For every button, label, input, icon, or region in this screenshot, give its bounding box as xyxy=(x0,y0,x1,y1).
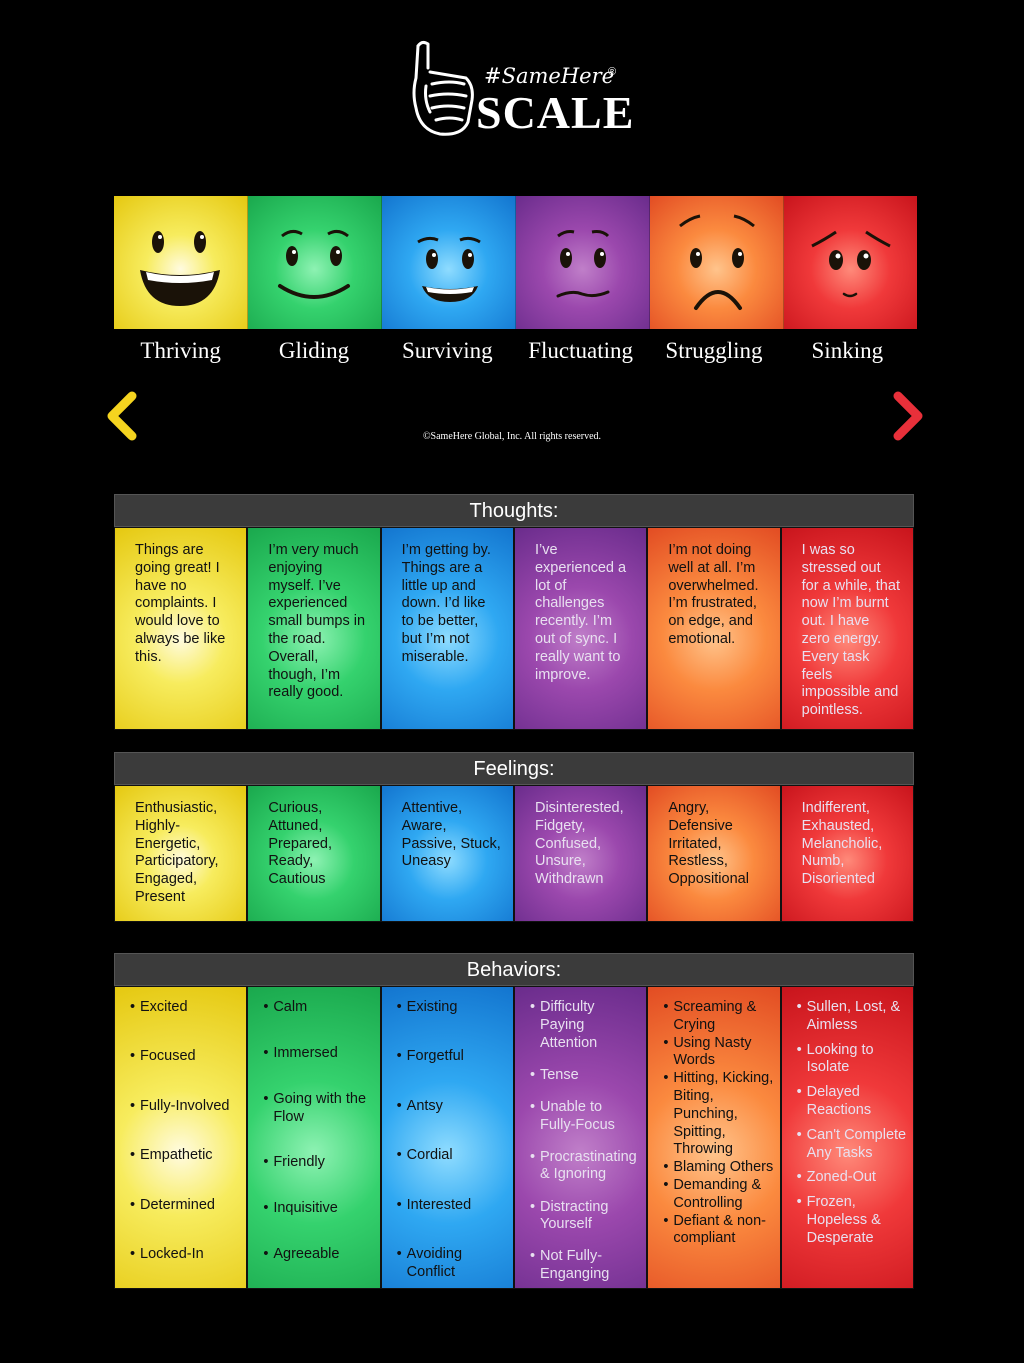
fluctuating-face xyxy=(516,196,650,329)
behaviors-cell-struggling: Screaming & Crying Using Nasty Words Hit… xyxy=(647,986,781,1289)
behaviors-cell-thriving: Excited Focused Fully-Involved Empatheti… xyxy=(114,986,248,1289)
behavior-item: Excited xyxy=(130,999,240,1017)
behavior-item: Immersed xyxy=(263,1045,373,1063)
behaviors-cell-fluctuating: Difficulty Paying Attention Tense Unable… xyxy=(513,986,648,1289)
level-label-sinking: Sinking xyxy=(811,338,884,363)
behavior-item: Existing xyxy=(397,999,507,1017)
behavior-item: Hitting, Kicking, Biting, Punching, Spit… xyxy=(663,1070,773,1159)
behavior-item: Empathetic xyxy=(130,1147,240,1165)
behavior-item: Difficulty Paying Attention xyxy=(530,999,640,1052)
thoughts-text: I’ve experienced a lot of challenges rec… xyxy=(534,542,627,683)
struggling-face xyxy=(650,196,784,329)
thriving-face xyxy=(114,196,248,329)
behavior-item: Avoiding Conflict xyxy=(397,1246,507,1282)
thoughts-cell-gliding: I’m very much enjoying myself. I’ve expe… xyxy=(247,527,381,730)
thoughts-text: I’m very much enjoying myself. I’ve expe… xyxy=(268,542,366,701)
behavior-item: Unable to Fully-Focus xyxy=(530,1099,640,1135)
grin-face-icon xyxy=(417,236,481,302)
thoughts-cell-sinking: I was so stressed out for a while, that … xyxy=(780,527,914,730)
feelings-cell-fluctuating: Disinterested, Fidgety, Confused, Unsure… xyxy=(513,785,648,922)
sad-face-icon xyxy=(811,230,891,298)
feelings-text: Angry, Defensive Irritated, Restless, Op… xyxy=(668,800,749,888)
feelings-cell-gliding: Curious, Attuned, Prepared, Ready, Cauti… xyxy=(247,785,381,922)
behavior-item: Focused xyxy=(130,1048,240,1066)
feelings-text: Attentive, Aware, Passive, Stuck, Uneasy xyxy=(401,800,501,870)
level-label-thriving: Thriving xyxy=(140,338,221,363)
behavior-item: Using Nasty Words xyxy=(663,1035,773,1071)
behavior-item: Looking to Isolate xyxy=(797,1042,907,1078)
behavior-item: Blaming Others xyxy=(663,1159,773,1177)
behavior-item: Distracting Yourself xyxy=(530,1199,640,1235)
behaviors-cell-sinking: Sullen, Lost, & Aimless Looking to Isola… xyxy=(780,986,914,1289)
behavior-item: Locked-In xyxy=(130,1246,240,1264)
thoughts-text: I’m getting by. Things are a little up a… xyxy=(401,542,491,665)
feelings-text: Indifferent, Exhausted, Melancholic, Num… xyxy=(801,800,883,888)
sinking-face xyxy=(784,196,917,329)
behavior-item: Delayed Reactions xyxy=(797,1084,907,1120)
level-label-surviving: Surviving xyxy=(401,338,493,363)
uneasy-face-icon xyxy=(556,230,610,298)
emotion-faces-row xyxy=(114,196,917,329)
thoughts-section: Thoughts: Things are going great! I have… xyxy=(114,494,914,730)
thumbs-up-hand-icon xyxy=(412,40,474,136)
surviving-face xyxy=(382,196,516,329)
feelings-cell-sinking: Indifferent, Exhausted, Melancholic, Num… xyxy=(780,785,914,922)
feelings-text: Disinterested, Fidgety, Confused, Unsure… xyxy=(534,800,624,888)
thoughts-cell-thriving: Things are going great! I have no compla… xyxy=(114,527,248,730)
behavior-item: Not Fully-Enganging xyxy=(530,1248,640,1284)
frown-face-icon xyxy=(679,214,755,310)
behavior-item: Inquisitive xyxy=(263,1200,373,1218)
level-labels-row: Thriving Gliding Surviving Fluctuating S… xyxy=(114,338,914,364)
behavior-item: Can't Complete Any Tasks xyxy=(797,1127,907,1163)
behavior-item: Defiant & non-compliant xyxy=(663,1213,773,1249)
thoughts-text: Things are going great! I have no compla… xyxy=(135,542,226,665)
behavior-item: Interested xyxy=(397,1197,507,1215)
feelings-cell-surviving: Attentive, Aware, Passive, Stuck, Uneasy xyxy=(380,785,514,922)
level-label-gliding: Gliding xyxy=(278,338,350,363)
samehere-scale-logo: #SameHere ® SCALE xyxy=(406,38,633,140)
thoughts-header: Thoughts: xyxy=(114,494,914,527)
gliding-face xyxy=(248,196,382,329)
thoughts-cell-fluctuating: I’ve experienced a lot of challenges rec… xyxy=(513,527,648,730)
thoughts-text: I was so stressed out for a while, that … xyxy=(801,542,900,719)
behaviors-section: Behaviors: Excited Focused Fully-Involve… xyxy=(114,953,914,1289)
behavior-item: Sullen, Lost, & Aimless xyxy=(797,999,907,1035)
behavior-item: Tense xyxy=(530,1067,640,1085)
behavior-item: Frozen, Hopeless & Desperate xyxy=(797,1194,907,1247)
thoughts-cell-surviving: I’m getting by. Things are a little up a… xyxy=(380,527,514,730)
double-arrow-icon xyxy=(107,391,923,441)
behavior-item: Screaming & Crying xyxy=(663,999,773,1035)
registered-mark: ® xyxy=(608,66,617,78)
feelings-text: Curious, Attuned, Prepared, Ready, Cauti… xyxy=(268,800,333,888)
behavior-item: Forgetful xyxy=(397,1048,507,1066)
thoughts-cell-struggling: I’m not doing well at all. I’m overwhelm… xyxy=(647,527,781,730)
behavior-item: Cordial xyxy=(397,1147,507,1165)
feelings-section: Feelings: Enthusiastic, Highly-Energetic… xyxy=(114,752,914,922)
logo-scale-word: SCALE xyxy=(476,87,635,138)
behavior-item: Zoned-Out xyxy=(797,1169,907,1187)
behavior-item: Friendly xyxy=(263,1154,373,1172)
thoughts-text: I’m not doing well at all. I’m overwhelm… xyxy=(668,542,759,647)
behavior-item: Fully-Involved xyxy=(130,1098,240,1116)
behavior-item: Antsy xyxy=(397,1098,507,1116)
behavior-item: Procrastinating & Ignoring xyxy=(530,1149,640,1185)
feelings-header: Feelings: xyxy=(114,752,914,785)
level-label-struggling: Struggling xyxy=(665,338,763,363)
feelings-cell-struggling: Angry, Defensive Irritated, Restless, Op… xyxy=(647,785,781,922)
copyright-notice: ©SameHere Global, Inc. All rights reserv… xyxy=(422,431,602,442)
level-label-fluctuating: Fluctuating xyxy=(528,338,634,363)
behavior-item: Determined xyxy=(130,1197,240,1215)
big-smile-face-icon xyxy=(140,231,220,306)
logo-hashtag: #SameHere xyxy=(484,64,615,88)
behaviors-header: Behaviors: xyxy=(114,953,914,986)
feelings-cell-thriving: Enthusiastic, Highly-Energetic, Particip… xyxy=(114,785,248,922)
smile-face-icon xyxy=(278,229,350,299)
behaviors-cell-surviving: Existing Forgetful Antsy Cordial Interes… xyxy=(380,986,514,1289)
behavior-item: Going with the Flow xyxy=(263,1091,373,1127)
behaviors-cell-gliding: Calm Immersed Going with the Flow Friend… xyxy=(247,986,381,1289)
behavior-item: Calm xyxy=(263,999,373,1017)
behavior-item: Agreeable xyxy=(263,1246,373,1264)
behavior-item: Demanding & Controlling xyxy=(663,1177,773,1213)
feelings-text: Enthusiastic, Highly-Energetic, Particip… xyxy=(135,800,219,905)
